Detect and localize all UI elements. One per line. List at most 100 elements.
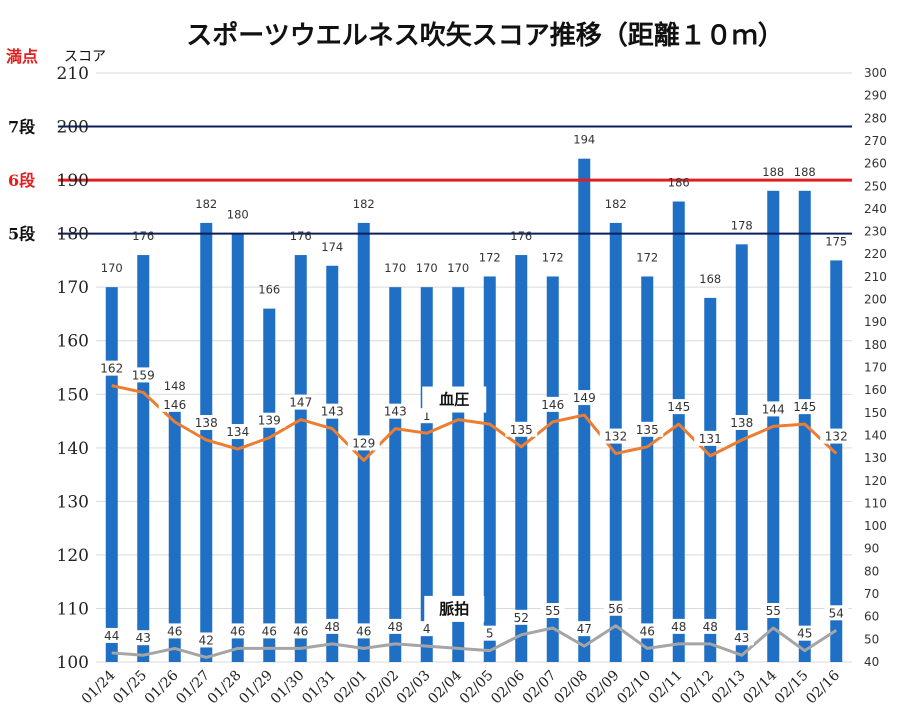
x-tick-label: 02/12 bbox=[677, 668, 717, 708]
bar-value-label: 170 bbox=[384, 261, 406, 275]
x-tick-label: 01/29 bbox=[236, 668, 276, 708]
pulse-series-name: 脈拍 bbox=[439, 600, 469, 618]
blood-pressure-value-label: 145 bbox=[793, 400, 816, 414]
score-bar bbox=[798, 190, 811, 663]
y-left-tick-label: 130 bbox=[57, 492, 89, 512]
y-left-tick-label: 100 bbox=[57, 653, 89, 673]
blood-pressure-value-label: 135 bbox=[636, 423, 659, 437]
x-tick-label: 01/28 bbox=[205, 668, 245, 708]
x-tick-label: 02/05 bbox=[457, 668, 497, 708]
y-right-tick-label: 120 bbox=[864, 474, 887, 488]
point-label-bg bbox=[761, 603, 786, 619]
score-bar bbox=[483, 276, 496, 662]
score-bar bbox=[672, 201, 685, 662]
y-right-tick-label: 220 bbox=[864, 247, 887, 261]
y-right-tick-label: 300 bbox=[864, 66, 887, 80]
y-right-tick-label: 210 bbox=[864, 270, 887, 284]
point-label-bg bbox=[347, 435, 380, 451]
x-tick-label: 02/08 bbox=[551, 668, 591, 708]
x-tick-label: 01/26 bbox=[142, 667, 182, 707]
pulse-value-label: 47 bbox=[577, 622, 592, 636]
y-left-tick-label: 210 bbox=[57, 64, 89, 84]
y-right-tick-label: 250 bbox=[864, 179, 887, 193]
point-label-bg bbox=[536, 396, 569, 412]
blood-pressure-value-label: 139 bbox=[258, 414, 281, 428]
point-label-bg bbox=[568, 390, 601, 406]
rank-reference-lines: 7段 6段 5段 bbox=[8, 118, 852, 244]
point-label-bg bbox=[698, 618, 723, 634]
series-name-bg bbox=[424, 595, 485, 622]
x-tick-label: 02/03 bbox=[394, 668, 434, 708]
y-left-tick-label: 120 bbox=[57, 546, 89, 566]
blood-pressure-value-label: 147 bbox=[289, 396, 312, 410]
pulse-value-label: 48 bbox=[325, 620, 340, 634]
y-right-tick-label: 80 bbox=[864, 564, 879, 578]
bar-value-label: 172 bbox=[479, 250, 501, 264]
pulse-value-label: 46 bbox=[356, 624, 371, 638]
point-label-bg bbox=[320, 618, 345, 634]
point-label-bg bbox=[418, 621, 435, 637]
point-label-bg bbox=[379, 403, 412, 419]
x-tick-label: 02/07 bbox=[520, 668, 560, 708]
bar-value-label: 175 bbox=[825, 234, 847, 248]
point-label-bg bbox=[221, 424, 254, 440]
point-label-bg bbox=[225, 623, 250, 639]
point-label-bg bbox=[131, 630, 156, 646]
y-left-tick-label: 140 bbox=[57, 439, 89, 459]
score-bar bbox=[137, 255, 150, 662]
bar-value-label: 194 bbox=[573, 133, 595, 147]
pulse-value-label: 44 bbox=[104, 629, 119, 643]
point-label-bg bbox=[635, 623, 660, 639]
score-bar bbox=[641, 276, 654, 662]
chart-title: スポーツウエルネス吹矢スコア推移（距離１０ｍ） bbox=[186, 20, 783, 51]
y-left-tick-label: 160 bbox=[57, 332, 89, 352]
bar-value-label: 174 bbox=[321, 240, 343, 254]
y-right-tick-label: 90 bbox=[864, 542, 879, 556]
point-label-bg bbox=[599, 428, 632, 444]
full-score-label: 満点 bbox=[6, 47, 38, 66]
y-right-tick-label: 190 bbox=[864, 315, 887, 329]
bar-value-label: 176 bbox=[132, 229, 154, 243]
point-label-bg bbox=[194, 632, 219, 648]
bar-value-label: 186 bbox=[668, 176, 690, 190]
y-right-tick-label: 230 bbox=[864, 225, 887, 239]
blood-pressure-value-label: 162 bbox=[100, 362, 123, 376]
x-tick-label: 02/10 bbox=[614, 668, 654, 708]
blood-pressure-value-label: 159 bbox=[132, 368, 155, 382]
pulse-value-label: 54 bbox=[829, 606, 844, 620]
point-label-bg bbox=[757, 401, 790, 417]
score-bar bbox=[200, 222, 213, 662]
score-bar bbox=[326, 265, 339, 662]
score-bar bbox=[578, 158, 591, 662]
blood-pressure-value-label: 144 bbox=[762, 402, 785, 416]
bar-value-label: 170 bbox=[101, 261, 123, 275]
y-right-tick-label: 180 bbox=[864, 338, 887, 352]
blood-pressure-value-label: 132 bbox=[604, 430, 627, 444]
point-label-bg bbox=[99, 627, 124, 643]
point-label-bg bbox=[631, 421, 664, 437]
bar-value-label: 170 bbox=[447, 261, 469, 275]
blood-pressure-value-label: 129 bbox=[352, 436, 375, 450]
bar-value-label: 172 bbox=[542, 250, 564, 264]
pulse-value-label: 48 bbox=[388, 620, 403, 634]
score-bar bbox=[546, 276, 559, 662]
point-label-bg bbox=[284, 394, 317, 410]
rank-label: 6段 bbox=[8, 171, 36, 190]
x-tick-label: 02/06 bbox=[488, 667, 528, 707]
vital-lines bbox=[111, 384, 838, 659]
point-label-bg bbox=[729, 630, 754, 646]
point-label-bg bbox=[505, 421, 538, 437]
y-left-tick-label: 190 bbox=[57, 171, 89, 191]
point-label-bg bbox=[95, 360, 128, 376]
blood-pressure-value-label: 131 bbox=[699, 432, 722, 446]
y-right-tick-label: 150 bbox=[864, 406, 887, 420]
point-label-bg bbox=[316, 403, 349, 419]
point-label-bg bbox=[162, 623, 187, 639]
score-bar bbox=[830, 260, 843, 662]
point-label-bg bbox=[190, 414, 223, 430]
point-label-bg bbox=[127, 367, 160, 383]
y-right-tick-label: 100 bbox=[864, 519, 887, 533]
bar-value-label: 168 bbox=[699, 272, 721, 286]
bar-value-label: 148 bbox=[164, 379, 186, 393]
pulse-value-label: 48 bbox=[703, 620, 718, 634]
